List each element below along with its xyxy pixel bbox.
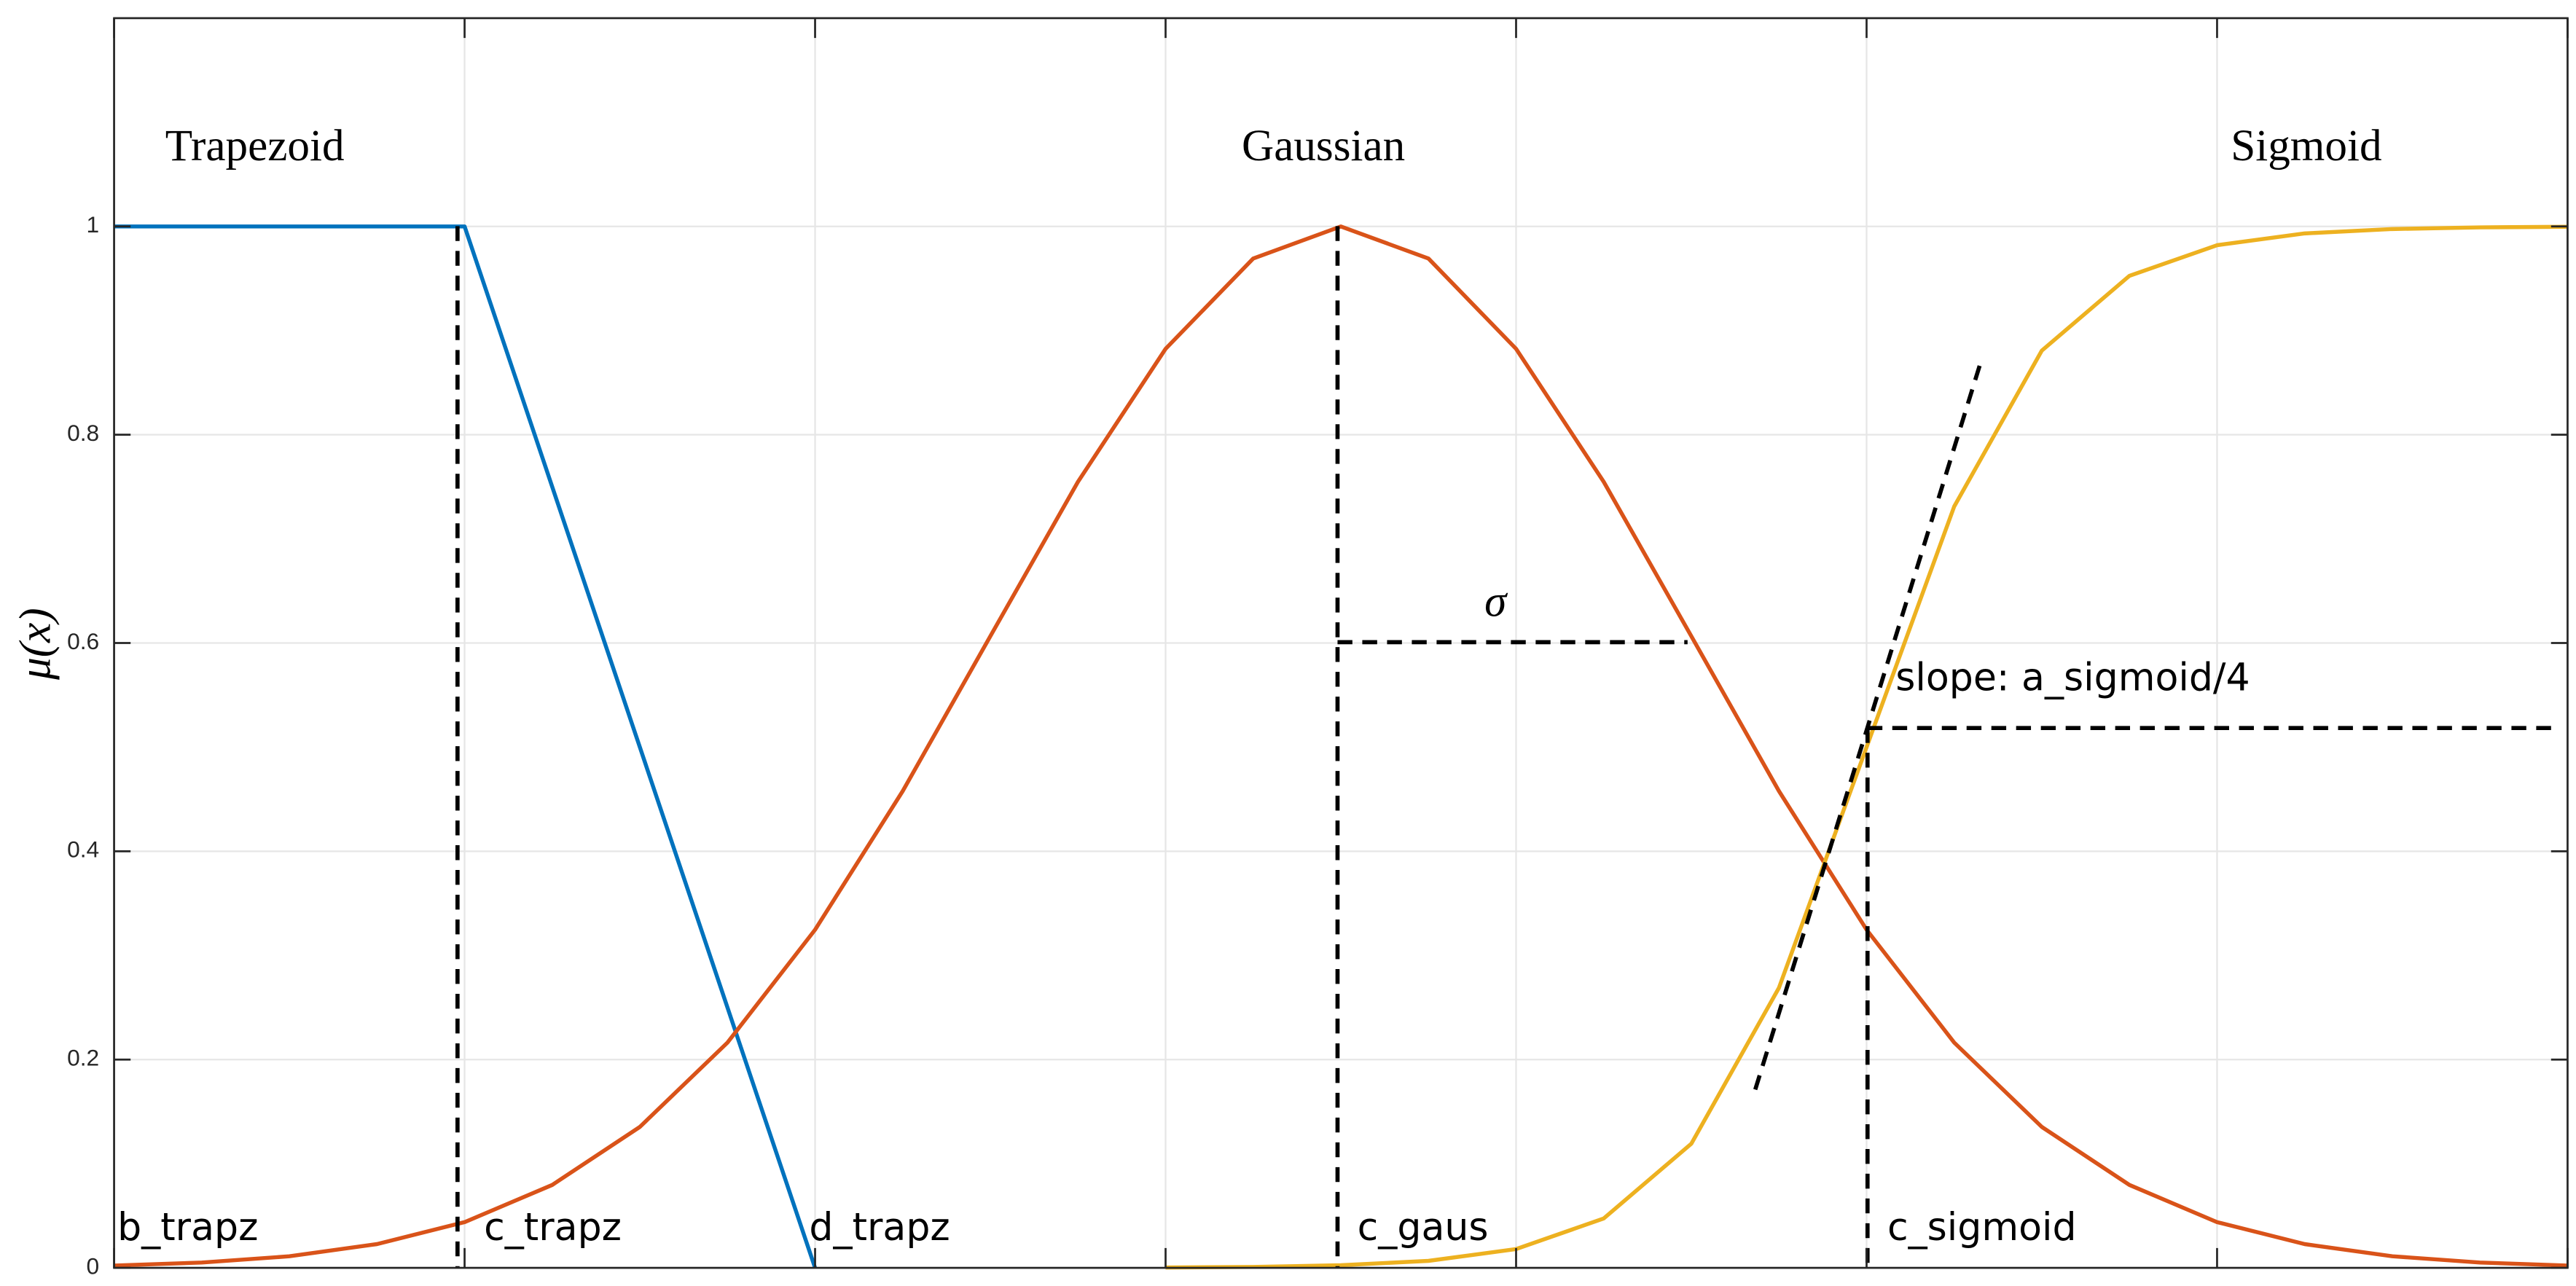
annotation: c_sigmoid [1887,1206,2077,1250]
annotation: σ [1484,577,1508,627]
series-line [1165,224,2568,1270]
series-label: Trapezoid [165,121,345,170]
y-tick-label: 1 [87,211,100,238]
annotation: b_trapz [117,1206,258,1250]
y-tick-label: 0.4 [67,836,99,863]
y-tick-label: 0 [87,1252,100,1279]
guides [455,226,2556,1269]
annotation: d_trapz [809,1206,950,1250]
y-tick-label: 0.2 [67,1045,99,1071]
plot-lines [114,224,2568,1270]
y-tick-label: 0.8 [67,420,99,446]
series-line [114,224,2568,1268]
annotation: slope: a_sigmoid/4 [1895,656,2250,699]
y-axis-label: μ(x) [11,608,60,681]
annotation: c_trapz [484,1206,622,1250]
series-label: Gaussian [1242,121,1405,170]
annotation: c_gaus [1358,1206,1489,1250]
y-tick-label: 0.6 [67,628,99,654]
series-line [114,224,818,1269]
axes: 0 0.2 0.4 0.6 0.8 1 [67,17,2569,1279]
tangent-line [1753,359,1984,1091]
series-label: Sigmoid [2231,121,2381,170]
